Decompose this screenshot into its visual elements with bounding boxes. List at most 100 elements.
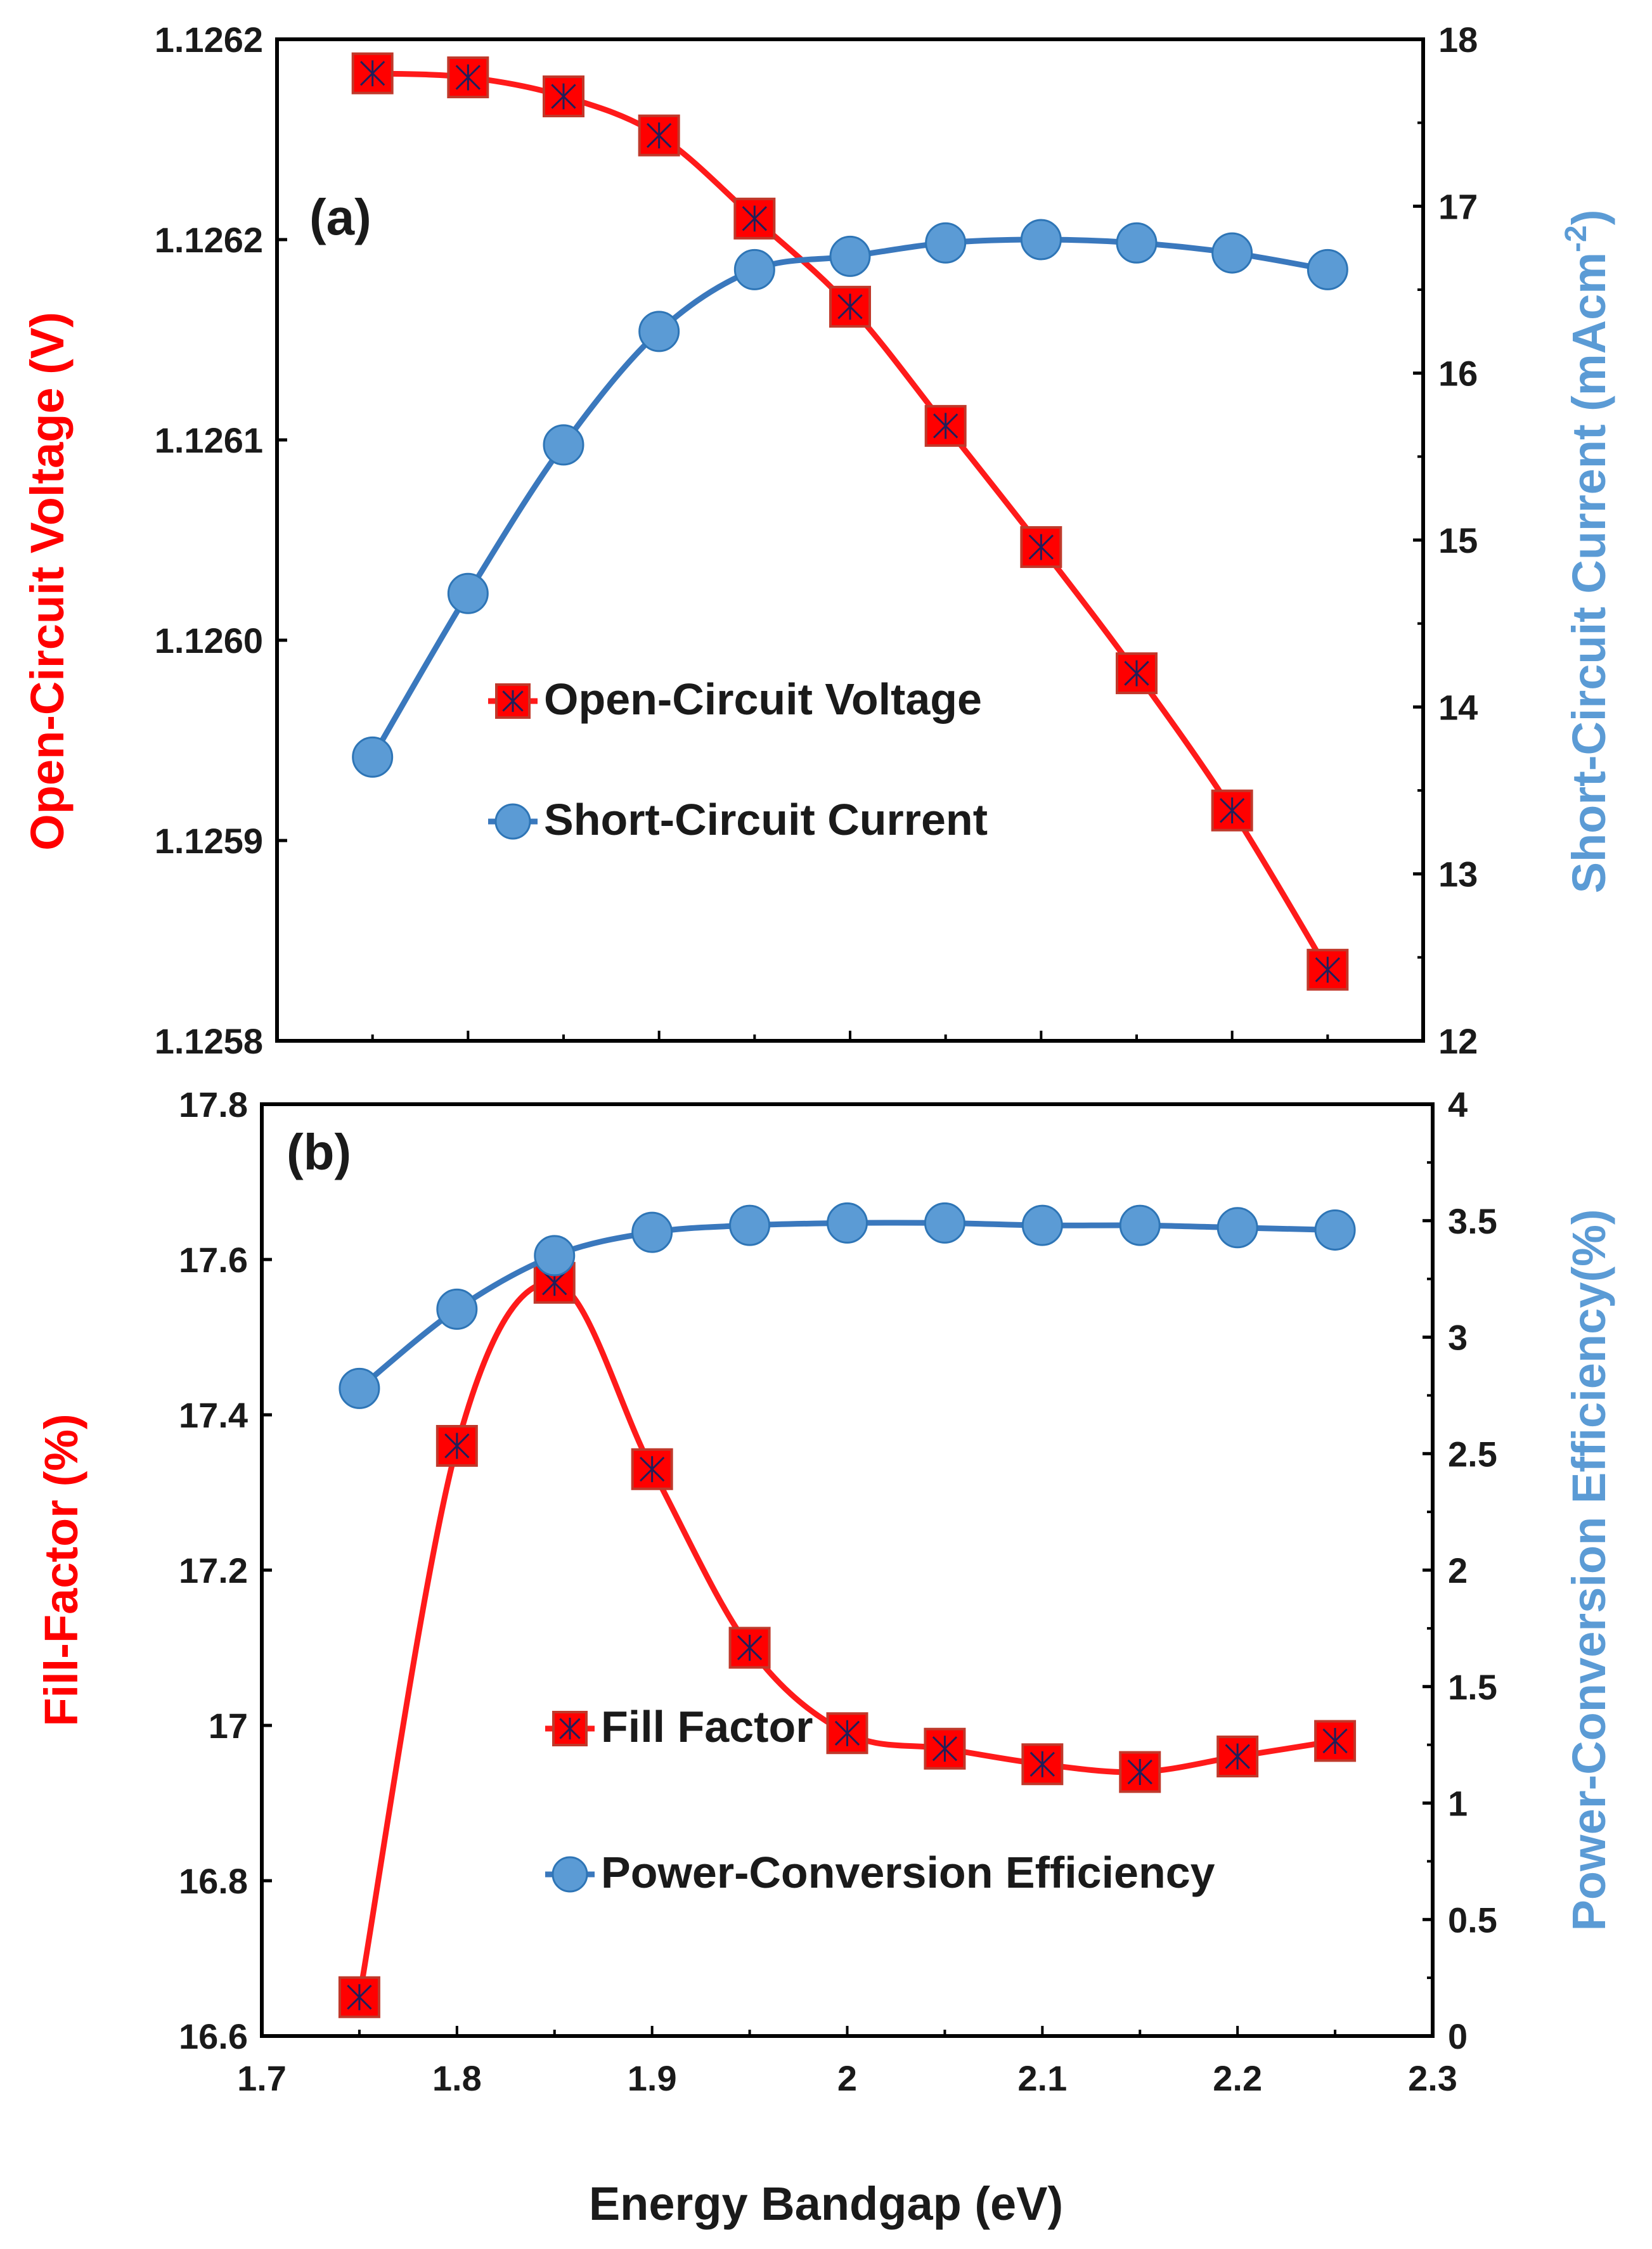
- y-left-tick-label: 1.1260: [155, 621, 263, 661]
- point-fill-factor: [826, 1712, 868, 1755]
- legend-marker: [552, 1711, 588, 1746]
- point-short-circuit-current: [447, 572, 489, 614]
- y-right-title-b: Power-Conversion Efficiency(%): [1563, 1209, 1615, 1931]
- legend-label-open-circuit-voltage: Open-Circuit Voltage: [544, 674, 982, 724]
- legend-item-power-conversion-efficiency: [545, 1856, 595, 1893]
- y-left-tick-label: 1.1259: [155, 821, 263, 861]
- ticks-b: 16.6 16.8 17 17.2 17.4 17.6 17.8 0 0.5 1 1.5 2 2.5 3 3…: [179, 1085, 1497, 2098]
- panel-a: 1.1258 1.1259 1.1260 1.1261 1.1262 1.1262 12 13…: [21, 20, 1615, 1061]
- y-left-tick-label: 17.8: [179, 1085, 248, 1124]
- point-short-circuit-current: [829, 235, 871, 277]
- y-left-tick-label: 1.1262: [155, 20, 263, 60]
- point-open-circuit-voltage: [447, 56, 489, 99]
- y-left-tick-label: 17: [209, 1706, 248, 1746]
- y-right-tick-label: 0: [1448, 2016, 1468, 2056]
- y-right-title-a-sup: -2: [1559, 225, 1593, 252]
- point-open-circuit-voltage: [543, 75, 584, 118]
- point-open-circuit-voltage: [351, 52, 394, 94]
- point-open-circuit-voltage: [924, 404, 967, 447]
- y-right-title-a-main: Short-Circuit Current (mAcm: [1563, 252, 1615, 893]
- legend-b: Fill Factor Power-Conversion Efficiency: [545, 1702, 1215, 1897]
- x-tick-label: 1.9: [628, 2058, 677, 2098]
- legend-item-fill-factor: [545, 1711, 595, 1746]
- point-open-circuit-voltage: [829, 285, 871, 328]
- legend-marker: [552, 1856, 588, 1893]
- y-right-tick-label: 14: [1438, 687, 1478, 727]
- x-tick-label: 2.2: [1213, 2058, 1262, 2098]
- legend-a: Open-Circuit Voltage Short-Circuit Curre…: [488, 674, 988, 844]
- point-short-circuit-current: [925, 222, 967, 264]
- y-right-title-a: Short-Circuit Current (mAcm-2): [1559, 210, 1615, 894]
- point-fill-factor: [631, 1448, 673, 1490]
- point-open-circuit-voltage: [1020, 526, 1062, 569]
- point-fill-factor: [436, 1425, 478, 1467]
- point-open-circuit-voltage: [1211, 789, 1253, 832]
- y-right-tick-label: 2.5: [1448, 1434, 1497, 1474]
- legend-marker: [495, 683, 531, 719]
- point-fill-factor: [1021, 1743, 1064, 1786]
- point-power-conversion-efficiency: [339, 1367, 380, 1409]
- legend-marker: [494, 803, 531, 840]
- y-right-tick-label: 17: [1438, 186, 1478, 226]
- y-left-tick-label: 17.6: [179, 1240, 248, 1280]
- point-power-conversion-efficiency: [827, 1202, 868, 1244]
- y-left-tick-label: 17.4: [179, 1395, 248, 1435]
- y-right-tick-label: 12: [1438, 1021, 1478, 1061]
- point-fill-factor: [924, 1727, 966, 1770]
- y-right-tick-label: 3: [1448, 1318, 1468, 1358]
- point-open-circuit-voltage: [638, 114, 680, 157]
- point-open-circuit-voltage: [733, 197, 776, 240]
- point-power-conversion-efficiency: [1216, 1207, 1258, 1249]
- point-power-conversion-efficiency: [729, 1204, 771, 1246]
- legend-item-short-circuit-current: [488, 803, 538, 840]
- point-fill-factor: [338, 1976, 380, 2018]
- y-left-tick-label: 1.1262: [155, 220, 263, 260]
- point-power-conversion-efficiency: [534, 1235, 576, 1277]
- y-left-tick-label: 16.6: [179, 2016, 248, 2056]
- x-tick-label: 2: [837, 2058, 857, 2098]
- point-short-circuit-current: [1116, 222, 1158, 264]
- series-a: [351, 52, 1349, 991]
- legend-label-fill-factor: Fill Factor: [601, 1702, 813, 1751]
- point-short-circuit-current: [352, 736, 394, 778]
- y-right-tick-label: 1: [1448, 1784, 1468, 1824]
- x-tick-label: 1.7: [237, 2058, 287, 2098]
- y-right-tick-label: 15: [1438, 520, 1478, 560]
- y-left-title-a: Open-Circuit Voltage (V): [21, 312, 74, 851]
- point-fill-factor: [1119, 1751, 1161, 1793]
- legend-label-short-circuit-current: Short-Circuit Current: [544, 795, 988, 844]
- point-open-circuit-voltage: [1307, 948, 1349, 991]
- x-axis-title: Energy Bandgap (eV): [589, 2177, 1063, 2230]
- point-power-conversion-efficiency: [631, 1211, 673, 1253]
- y-left-tick-label: 1.1261: [155, 420, 263, 460]
- point-power-conversion-efficiency: [1314, 1209, 1356, 1251]
- point-short-circuit-current: [543, 424, 584, 466]
- point-short-circuit-current: [1211, 232, 1253, 274]
- ticks-a: 1.1258 1.1259 1.1260 1.1261 1.1262 1.1262 12 13…: [155, 20, 1478, 1061]
- y-right-tick-label: 1.5: [1448, 1667, 1497, 1707]
- point-fill-factor: [728, 1627, 771, 1669]
- series-b: [338, 1202, 1357, 2018]
- point-short-circuit-current: [1020, 219, 1062, 261]
- y-right-tick-label: 16: [1438, 354, 1478, 394]
- y-right-title-a-suffix: ): [1563, 210, 1615, 226]
- point-short-circuit-current: [733, 248, 775, 290]
- point-short-circuit-current: [1307, 248, 1348, 290]
- point-power-conversion-efficiency: [1021, 1204, 1063, 1246]
- point-power-conversion-efficiency: [436, 1288, 478, 1330]
- point-open-circuit-voltage: [1116, 652, 1158, 695]
- panel-b: 16.6 16.8 17 17.2 17.4 17.6 17.8 0 0.5 1 1.5 2 2.5 3 3…: [35, 1085, 1615, 2230]
- y-right-tick-label: 2: [1448, 1550, 1468, 1590]
- x-tick-label: 1.8: [432, 2058, 482, 2098]
- y-left-tick-label: 1.1258: [155, 1021, 263, 1061]
- y-left-tick-label: 17.2: [179, 1550, 248, 1590]
- y-right-tick-label: 18: [1438, 20, 1478, 60]
- legend-label-power-conversion-efficiency: Power-Conversion Efficiency: [601, 1848, 1215, 1897]
- x-tick-label: 2.3: [1408, 2058, 1457, 2098]
- point-fill-factor: [1314, 1720, 1357, 1762]
- point-short-circuit-current: [638, 311, 680, 352]
- legend-item-open-circuit-voltage: [488, 683, 538, 719]
- y-left-title-b: Fill-Factor (%): [35, 1414, 87, 1726]
- panel-label-b: (b): [287, 1124, 351, 1180]
